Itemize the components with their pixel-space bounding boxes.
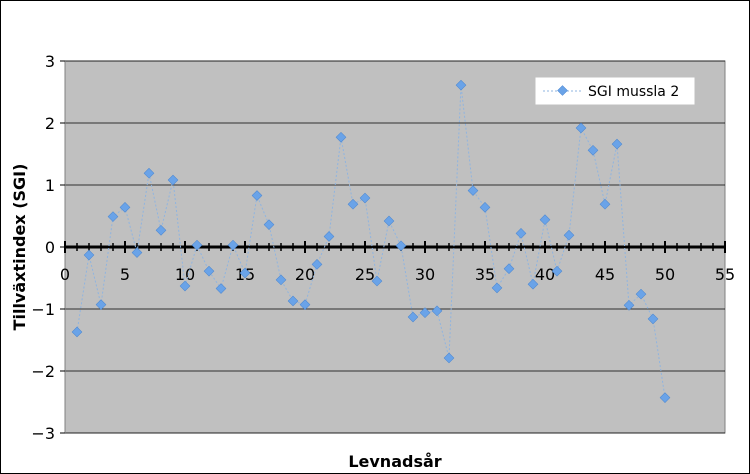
y-tick-label: 2	[45, 114, 55, 133]
data-point	[83, 249, 95, 261]
data-point	[143, 167, 155, 179]
data-point	[575, 122, 587, 134]
data-point	[239, 267, 251, 279]
data-point	[419, 307, 431, 319]
x-tick-label: 0	[60, 265, 70, 284]
data-point	[479, 202, 491, 213]
data-point	[335, 131, 347, 143]
data-point	[443, 352, 455, 364]
x-tick-label: 20	[295, 265, 315, 284]
data-point	[311, 259, 323, 270]
data-point	[155, 224, 167, 236]
data-point	[551, 265, 563, 277]
data-point	[599, 198, 611, 210]
legend: SGI mussla 2	[534, 76, 696, 106]
data-point	[287, 295, 299, 307]
data-point	[95, 299, 107, 310]
legend-marker	[557, 85, 568, 96]
x-tick-label: 45	[595, 265, 615, 284]
data-point	[203, 265, 215, 277]
data-point	[263, 219, 275, 230]
y-tick-label: −3	[31, 424, 55, 443]
x-tick-label: 30	[415, 265, 435, 284]
data-point	[503, 263, 515, 275]
data-point	[491, 282, 503, 294]
y-tick-label: 3	[45, 52, 55, 71]
data-point	[107, 211, 119, 222]
x-axis-title: Levnadsår	[348, 452, 441, 471]
data-point	[563, 229, 575, 241]
data-point	[371, 275, 383, 287]
data-point	[131, 247, 143, 258]
y-tick-label: 1	[45, 176, 55, 195]
data-point	[71, 326, 83, 338]
y-tick-label: 0	[45, 238, 55, 257]
axis-layer: −3−2−101230510152025303540455055	[31, 52, 735, 443]
data-point	[215, 283, 227, 294]
data-point	[179, 280, 191, 292]
data-point	[275, 274, 287, 286]
data-point	[167, 174, 179, 186]
data-point	[635, 288, 647, 300]
data-point	[383, 215, 395, 227]
data-point	[647, 313, 659, 325]
series-layer	[71, 79, 671, 403]
x-tick-label: 50	[655, 265, 675, 284]
data-point	[299, 299, 311, 310]
data-point	[407, 311, 419, 323]
y-tick-label: −1	[31, 300, 55, 319]
x-tick-label: 5	[120, 265, 130, 284]
data-point	[467, 185, 479, 196]
data-point	[227, 239, 239, 251]
data-point	[119, 202, 131, 213]
grid-layer	[65, 60, 725, 434]
data-point	[323, 231, 335, 242]
y-axis-title: Tillväxtindex (SGI)	[10, 164, 29, 331]
x-tick-label: 40	[535, 265, 555, 284]
data-point	[527, 278, 539, 290]
data-point	[659, 392, 671, 403]
data-point	[611, 138, 623, 150]
data-point	[587, 144, 599, 156]
x-tick-label: 55	[715, 265, 735, 284]
data-point	[515, 228, 527, 239]
data-point	[191, 239, 203, 251]
legend-label: SGI mussla 2	[588, 84, 679, 100]
data-point	[431, 305, 443, 317]
data-point	[539, 214, 551, 226]
data-point	[395, 240, 407, 252]
data-point	[347, 198, 359, 210]
data-point	[455, 79, 467, 91]
data-point	[359, 192, 371, 204]
data-point	[251, 190, 263, 201]
x-tick-label: 25	[355, 265, 375, 284]
y-tick-label: −2	[31, 362, 55, 381]
x-tick-label: 35	[475, 265, 495, 284]
data-point	[623, 299, 635, 311]
